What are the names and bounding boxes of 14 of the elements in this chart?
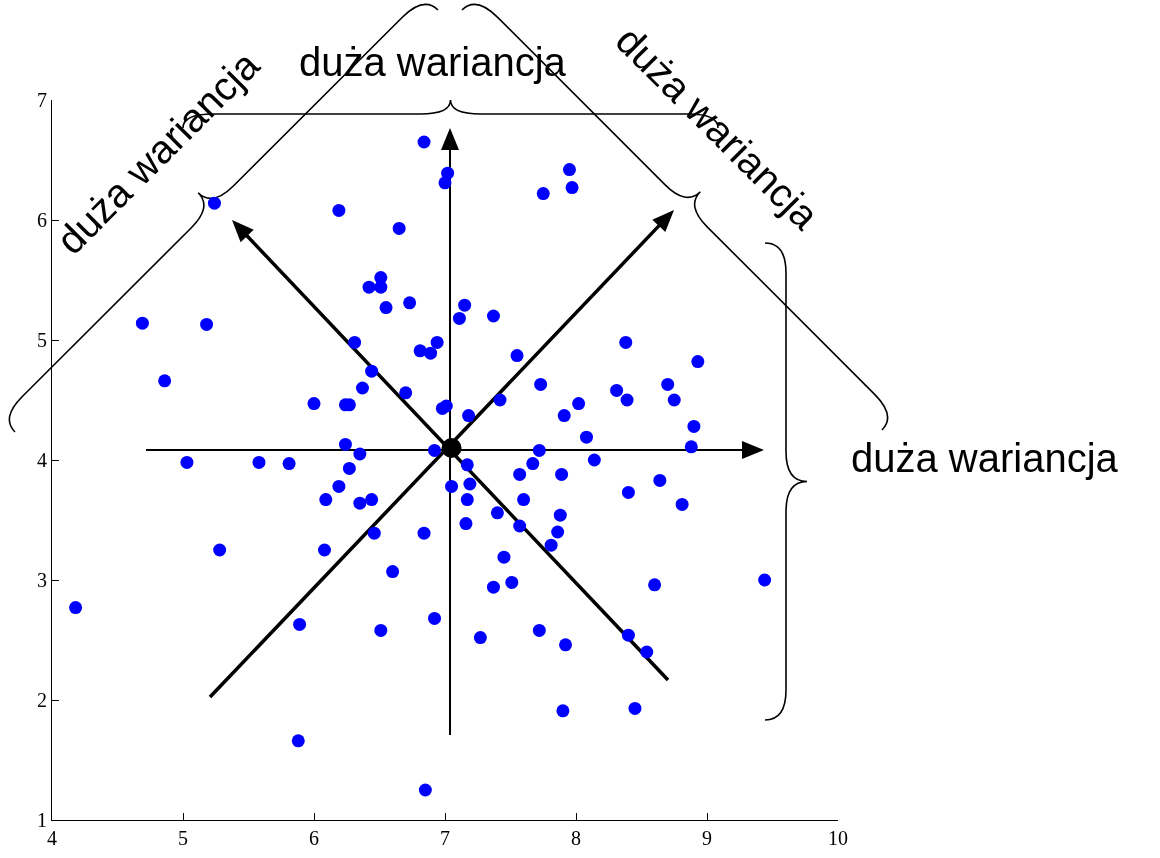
x-tick-label: 5 <box>178 827 188 849</box>
y-tick-label: 6 <box>37 209 47 231</box>
x-tick-label: 7 <box>440 827 450 849</box>
x-tick-label: 10 <box>828 827 848 849</box>
y-tick-label: 2 <box>37 689 47 711</box>
x-tick-label: 6 <box>309 827 319 849</box>
y-tick-label: 1 <box>37 809 47 831</box>
text: duża wariancja <box>851 436 1119 480</box>
x-tick-label: 9 <box>702 827 712 849</box>
y-tick-label: 4 <box>37 449 47 471</box>
x-tick-label: 8 <box>571 827 581 849</box>
y-tick-label: 5 <box>37 329 47 351</box>
y-tick-label: 3 <box>37 569 47 591</box>
y-tick-label: 7 <box>37 89 47 111</box>
